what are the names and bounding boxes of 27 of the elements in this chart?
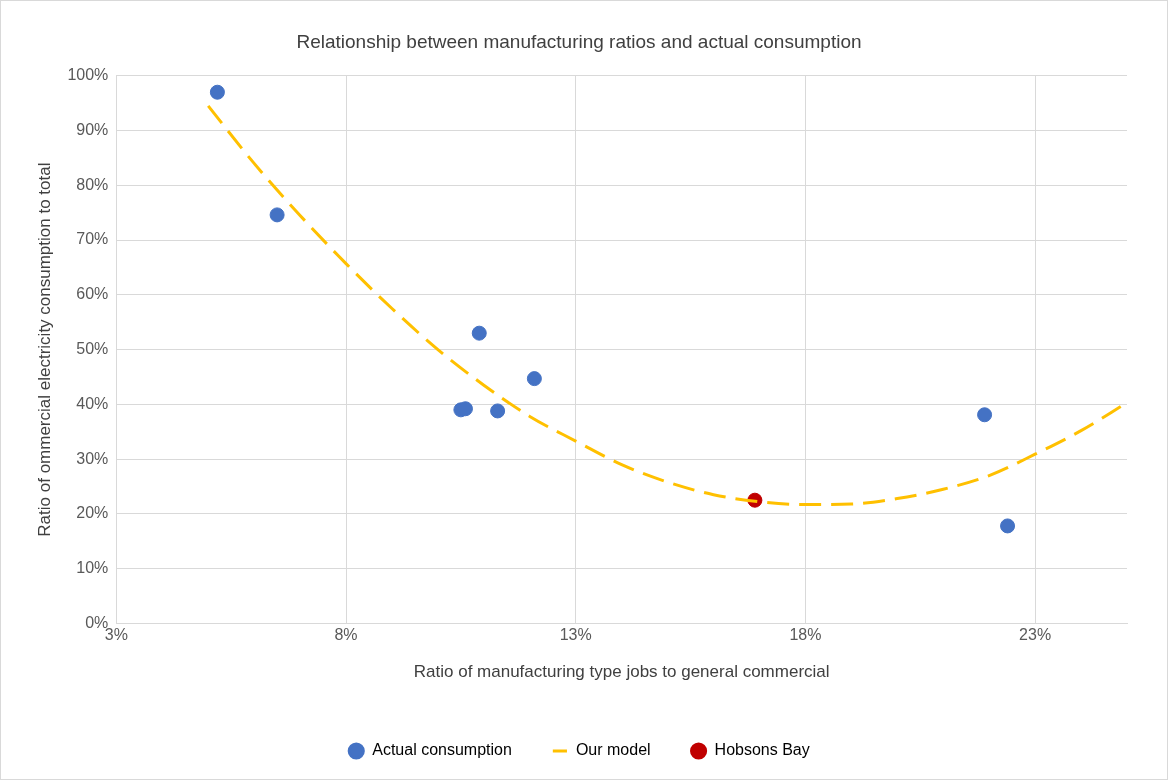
legend-label: Actual consumption bbox=[372, 741, 512, 759]
point bbox=[471, 325, 487, 341]
point bbox=[269, 207, 285, 223]
x-tick-label: 23% bbox=[1019, 626, 1052, 644]
y-tick-label: 80% bbox=[76, 175, 109, 193]
y-tick-label: 90% bbox=[76, 120, 109, 138]
chart-title: Relationship between manufacturing ratios and actual consumption bbox=[296, 30, 862, 52]
legend-label: Our model bbox=[575, 741, 651, 759]
x-tick-label: 13% bbox=[559, 626, 592, 644]
x-axis-title: Ratio of manufacturing type jobs to general commercial bbox=[413, 662, 830, 682]
y-tick-label: 30% bbox=[76, 449, 109, 467]
y-tick-label: 20% bbox=[76, 504, 109, 522]
y-tick-label: 70% bbox=[76, 230, 109, 248]
y-axis-title: Ratio of ommercial electricity consumption to total bbox=[34, 162, 54, 537]
point bbox=[1000, 518, 1016, 534]
y-tick-label: 100% bbox=[67, 66, 109, 84]
legend-label: Hobsons Bay bbox=[714, 741, 810, 759]
y-tick-label: 60% bbox=[76, 285, 109, 303]
point bbox=[977, 407, 993, 423]
point bbox=[490, 403, 506, 419]
y-tick-label: 40% bbox=[76, 394, 109, 412]
point bbox=[209, 84, 225, 100]
y-tick-label: 50% bbox=[76, 340, 109, 358]
y-tick-label: 10% bbox=[76, 559, 109, 577]
point bbox=[526, 371, 542, 387]
x-tick-label: 18% bbox=[789, 626, 822, 644]
x-tick-label: 8% bbox=[334, 626, 358, 644]
